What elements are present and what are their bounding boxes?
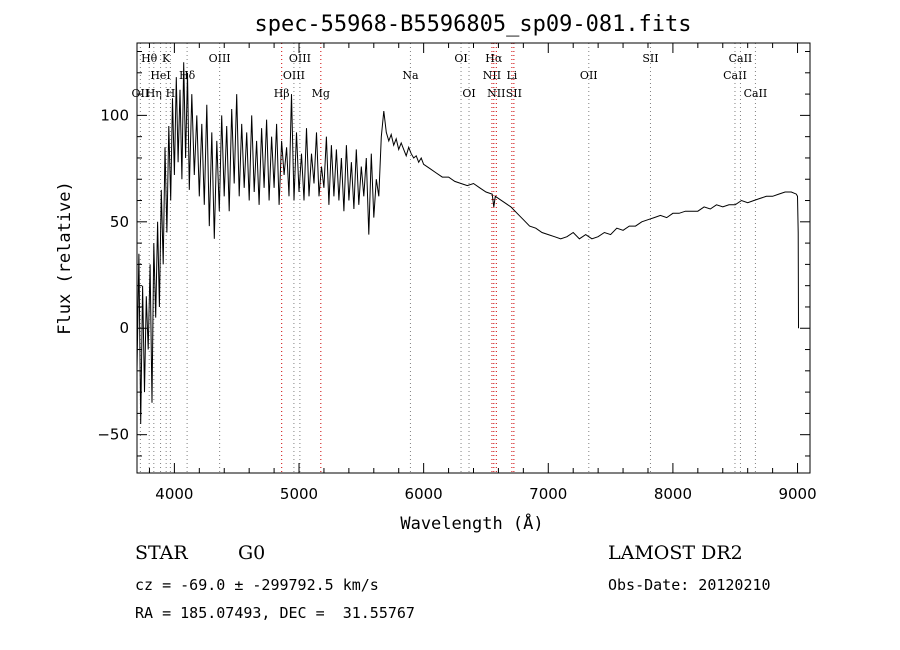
- spectral-line-label: SII: [642, 52, 658, 65]
- spectral-line-label: OI: [454, 52, 467, 65]
- x-tick-label: 4000: [155, 485, 193, 503]
- plot-frame: [136, 42, 811, 474]
- spectral-line-label: CaII: [729, 52, 753, 65]
- axes-ticks: 4000 5000 6000 7000 8000 9000 −50 0 50 100: [97, 43, 817, 503]
- spectral-line-label: OIII: [283, 69, 305, 82]
- spectrum-line: [136, 62, 799, 425]
- spectral-line-label: OIII: [289, 52, 311, 65]
- x-tick-label: 7000: [529, 485, 567, 503]
- spectral-line-markers: OIIHθHηHeIKHHδOIIIHβOIIIOIIIMgNaOIOINIIH…: [132, 43, 768, 473]
- spectral-line-label: Li: [506, 69, 517, 82]
- x-tick-label: 9000: [778, 485, 816, 503]
- spectral-line-label: H: [166, 87, 176, 100]
- redshift-text: cz = -69.0 ± -299792.5 km/s: [135, 576, 379, 594]
- obs-date: Obs-Date: 20120210: [608, 576, 771, 594]
- x-tick-label: 5000: [280, 485, 318, 503]
- spectrum-series: [136, 62, 799, 425]
- spectral-line-label: NII: [487, 87, 505, 100]
- y-axis-label: Flux (relative): [55, 181, 75, 335]
- spectral-line-label: CaII: [744, 87, 768, 100]
- y-tick-label: 100: [100, 106, 129, 124]
- y-tick-label: 0: [119, 319, 129, 337]
- spectral-line-label: SII: [506, 87, 522, 100]
- spectral-line-label: OI: [462, 87, 475, 100]
- spectral-line-label: Hθ: [141, 52, 158, 65]
- spectral-line-label: CaII: [723, 69, 747, 82]
- spectral-line-label: Mg: [312, 87, 330, 100]
- spectral-line-label: OII: [132, 87, 150, 100]
- spectral-line-label: OIII: [209, 52, 231, 65]
- spectral-line-label: NII: [483, 69, 501, 82]
- chart-title: spec-55968-B5596805_sp09-081.fits: [254, 12, 691, 37]
- ra-dec-text: RA = 185.07493, DEC = 31.55767: [135, 604, 415, 622]
- spectral-line-label: Hβ: [274, 87, 290, 100]
- x-tick-label: 8000: [654, 485, 692, 503]
- y-tick-label: 50: [110, 213, 129, 231]
- object-subclass: G0: [238, 542, 266, 564]
- y-tick-label: −50: [97, 426, 129, 444]
- x-axis-label: Wavelength (Å): [400, 512, 543, 534]
- spectral-line-label: Na: [402, 69, 419, 82]
- x-tick-label: 6000: [405, 485, 443, 503]
- spectral-line-label: Hα: [485, 52, 503, 65]
- object-class: STAR: [135, 542, 188, 564]
- spectral-line-label: HeI: [150, 69, 170, 82]
- spectral-line-label: K: [162, 52, 171, 65]
- spectral-line-label: OII: [580, 69, 598, 82]
- survey-name: LAMOST DR2: [608, 542, 743, 564]
- spectral-line-label: Hη: [146, 87, 162, 100]
